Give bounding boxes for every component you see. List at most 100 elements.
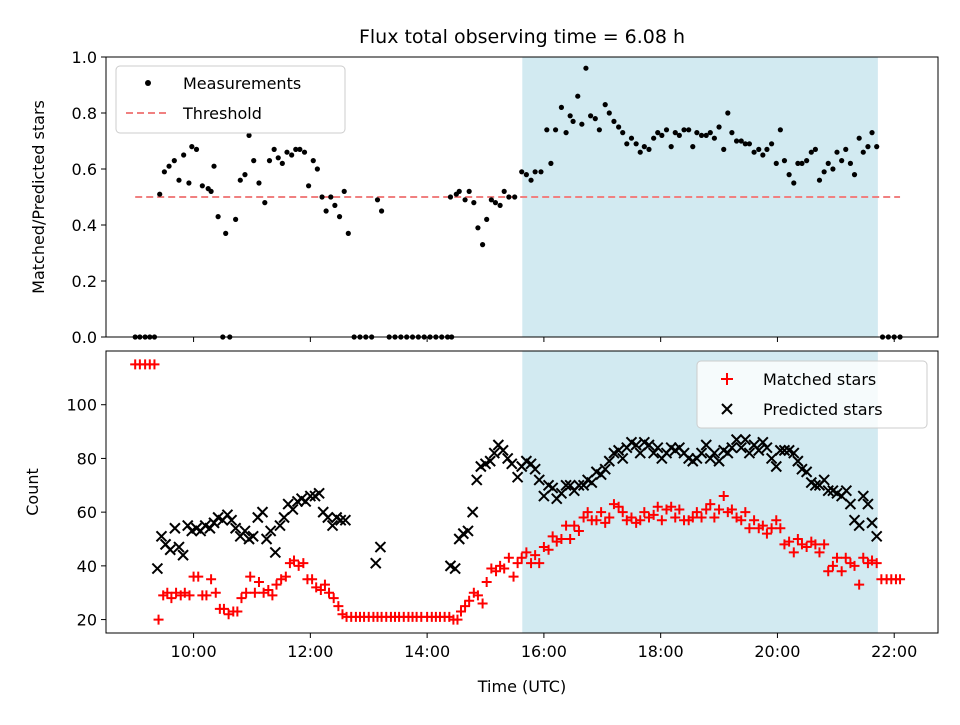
predicted-star-point	[866, 517, 878, 529]
measurement-point	[738, 138, 744, 144]
bottom-panel: 20 40 60 80 100 10:00 12:00 14:00 16:00 18:00 20:0…	[23, 350, 939, 696]
measurement-point	[716, 124, 722, 130]
matched-star-point	[823, 566, 834, 577]
measurement-point	[733, 138, 740, 144]
measurement-point	[637, 149, 643, 155]
x-tick-label: 12:00	[287, 642, 333, 661]
matched-star-point	[315, 585, 326, 596]
measurement-point	[760, 152, 766, 158]
matched-star-point	[582, 507, 593, 518]
bottom-legend: Matched stars Predicted stars	[696, 360, 928, 429]
measurement-point	[497, 202, 503, 208]
predicted-star-point	[173, 541, 185, 553]
measurement-point	[847, 160, 854, 166]
predicted-star-point	[538, 490, 550, 502]
matched-star-point	[757, 520, 768, 531]
measurement-point	[345, 230, 351, 236]
predicted-star-point	[730, 433, 743, 446]
measurement-point	[501, 188, 507, 194]
matched-star-point	[749, 515, 760, 526]
matched-star-point	[236, 593, 247, 604]
measurement-point	[519, 169, 525, 175]
measurement-point	[611, 118, 617, 124]
measurement-point	[694, 130, 700, 136]
matched-star-point	[521, 547, 532, 558]
matched-star-point	[652, 501, 663, 512]
predicted-star-point	[862, 498, 874, 510]
predicted-star-point	[177, 549, 189, 561]
measurement-point	[583, 65, 589, 71]
measurement-point	[484, 216, 490, 222]
predicted-star-point	[818, 474, 830, 486]
measurement-point	[773, 160, 779, 166]
matched-star-point	[766, 523, 777, 534]
measurement-point	[777, 127, 783, 133]
matched-star-point	[736, 515, 747, 526]
matched-star-point	[674, 504, 685, 515]
measurement-point	[633, 141, 639, 147]
legend-threshold-label: Threshold	[182, 104, 262, 123]
predicted-star-point	[256, 506, 269, 518]
top-panel: 0.0 0.2 0.4 0.6 0.8 1.0 Flux total observing …	[29, 26, 939, 347]
matched-star-point	[249, 587, 260, 598]
measurement-point	[251, 158, 257, 164]
matched-star-point	[858, 552, 869, 563]
predicted-star-point	[726, 441, 738, 454]
predicted-star-point	[335, 514, 347, 526]
matched-star-point	[206, 574, 217, 585]
matched-star-point	[775, 523, 786, 534]
predicted-star-point	[586, 476, 598, 489]
measurement-point	[686, 127, 692, 133]
matched-star-point	[666, 501, 677, 512]
measurement-point	[651, 135, 657, 141]
matched-star-point	[740, 507, 751, 518]
measurement-point	[729, 130, 735, 136]
matched-star-point	[452, 614, 463, 625]
predicted-star-point	[788, 447, 800, 459]
predicted-star-point	[229, 522, 242, 534]
measurement-point	[616, 124, 622, 130]
top-legend: Measurements Threshold	[115, 65, 346, 134]
bottom-y-tick-label: 20	[77, 611, 97, 630]
predicted-star-point	[853, 519, 865, 532]
predicted-star-point	[844, 498, 857, 510]
predicted-star-point	[599, 463, 611, 475]
predicted-star-point	[800, 466, 813, 478]
predicted-star-point	[260, 533, 273, 545]
measurement-point	[492, 200, 499, 206]
legend-measurements-label: Measurements	[183, 74, 301, 93]
matched-star-point	[455, 606, 466, 617]
matched-star-point	[232, 606, 243, 617]
bottom-plot-frame	[105, 350, 939, 634]
predicted-star-point	[560, 479, 572, 491]
matched-star-point	[827, 560, 838, 571]
predicted-star-point	[761, 441, 773, 454]
bottom-y-tick-label: 100	[66, 396, 97, 415]
matched-star-point	[709, 512, 720, 523]
measurement-point	[821, 169, 827, 175]
measurement-point	[189, 144, 195, 150]
measurement-point	[475, 225, 481, 231]
matched-star-point	[166, 593, 177, 604]
measurement-point	[860, 149, 866, 155]
matched-star-point	[714, 504, 725, 515]
predicted-star-point	[770, 460, 782, 473]
bottom-y-tick-label: 60	[77, 503, 97, 522]
predicted-star-point	[370, 557, 382, 569]
measurements-series	[132, 65, 903, 340]
matched-star-point	[596, 507, 607, 518]
matched-star-point	[573, 525, 584, 536]
measurement-point	[293, 146, 299, 152]
measurement-point	[314, 166, 320, 172]
matched-star-point	[691, 507, 702, 518]
measurement-point	[246, 132, 252, 138]
measurement-point	[570, 118, 576, 124]
legend-predicted-marker	[721, 403, 733, 415]
matched-star-point	[298, 558, 309, 569]
measurement-point	[641, 144, 647, 150]
measurement-point	[655, 130, 661, 136]
measurement-point	[602, 102, 608, 108]
predicted-star-point	[374, 541, 387, 553]
bottom-y-tick-label: 40	[77, 557, 97, 576]
predicted-star-point	[778, 444, 791, 457]
